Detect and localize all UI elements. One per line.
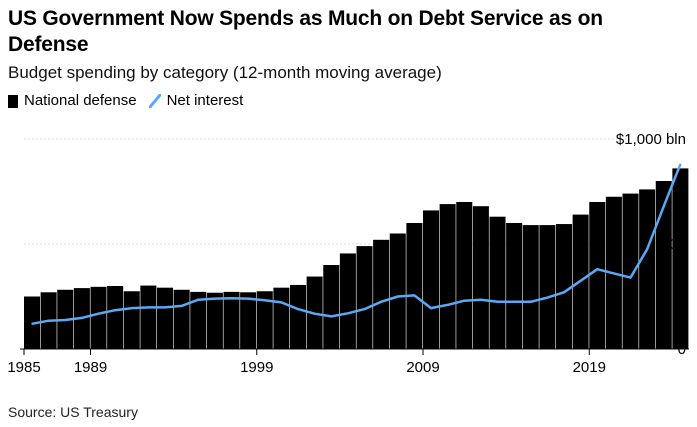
defense-bar [173, 289, 190, 349]
legend-label-net-interest: Net interest [166, 92, 244, 109]
net-interest-point [396, 295, 399, 298]
y-tick-label: $1,000 bln [616, 131, 686, 148]
defense-bar [655, 181, 672, 349]
net-interest-point [596, 268, 599, 270]
net-interest-point [263, 299, 266, 302]
defense-bar [290, 284, 307, 349]
net-interest-point [330, 315, 333, 318]
defense-bar [223, 291, 240, 349]
defense-bar [206, 292, 223, 349]
defense-bar [389, 233, 406, 349]
net-interest-point [114, 309, 116, 311]
net-interest-point [164, 306, 166, 309]
chart-title: US Government Now Spends as Much on Debt… [8, 7, 603, 56]
net-interest-point [629, 276, 632, 279]
net-interest-point [180, 305, 183, 307]
net-interest-point [613, 272, 615, 275]
defense-bar [539, 225, 556, 349]
legend-bar-swatch [8, 94, 18, 108]
defense-bar [273, 287, 290, 349]
legend-label-national-defense: National defense [24, 92, 137, 109]
defense-bar [423, 210, 440, 349]
net-interest-point [563, 291, 565, 294]
defense-bar [622, 193, 639, 349]
net-interest-point [529, 300, 532, 303]
defense-bar [107, 286, 124, 349]
defense-bar [506, 223, 523, 349]
net-interest-line [31, 163, 682, 326]
net-interest-point [546, 296, 549, 299]
defense-bar [639, 189, 656, 349]
x-tick-label: 1989 [74, 359, 107, 376]
net-interest-point [463, 299, 466, 302]
net-interest-point [31, 323, 33, 325]
defense-bar [456, 202, 473, 349]
net-interest-point [480, 298, 482, 301]
net-interest-point [347, 312, 349, 315]
net-interest-point [214, 297, 216, 300]
defense-bar [339, 253, 356, 349]
net-interest-point [147, 306, 150, 309]
defense-bar [140, 285, 157, 349]
net-interest-point [230, 297, 233, 299]
x-tick-label: 2019 [573, 359, 606, 376]
net-interest-point [97, 312, 100, 315]
net-interest-point [247, 297, 249, 300]
defense-bar [240, 292, 257, 349]
defense-bar [522, 225, 539, 349]
net-interest-point [380, 300, 382, 303]
defense-bar [356, 246, 373, 349]
net-interest-point [47, 319, 50, 322]
net-interest-point [446, 304, 449, 306]
defense-bar [323, 265, 340, 349]
defense-bar [472, 206, 489, 349]
defense-bar [256, 291, 273, 349]
legend-item-national-defense: National defense [8, 91, 137, 111]
legend-item-net-interest: Net interest [148, 91, 244, 111]
net-interest-point [64, 319, 67, 321]
defense-bar [190, 291, 207, 349]
net-interest-point [297, 308, 299, 310]
legend-line-swatch [148, 94, 161, 108]
defense-bar [489, 216, 506, 349]
net-interest-point [197, 298, 200, 301]
net-interest-point [81, 317, 83, 319]
net-interest-point [363, 308, 366, 310]
defense-bar [123, 291, 140, 349]
defense-bar [373, 239, 390, 349]
defense-bar [672, 168, 689, 349]
x-tick-label: 1999 [240, 359, 273, 376]
net-interest-point [130, 307, 133, 309]
defense-bar [406, 223, 423, 349]
net-interest-point [496, 300, 499, 303]
defense-bar [589, 202, 606, 349]
source-note: Source: US Treasury [8, 404, 138, 420]
legend: National defense Net interest [8, 91, 255, 111]
chart-subtitle: Budget spending by category (12-month mo… [8, 63, 442, 82]
defense-bar [90, 286, 107, 349]
net-interest-point [646, 248, 648, 251]
net-interest-point [430, 307, 432, 309]
defense-bar [157, 287, 174, 349]
net-interest-point [662, 205, 665, 207]
net-interest-point [280, 301, 283, 304]
x-tick-label: 1985 [7, 359, 40, 376]
net-interest-point [313, 312, 316, 315]
x-tick-label: 2009 [406, 359, 439, 376]
net-interest-point [413, 294, 416, 297]
defense-bar [439, 204, 456, 349]
net-interest-point [679, 163, 682, 165]
net-interest-point [579, 279, 582, 282]
defense-bar [556, 224, 573, 349]
net-interest-point [513, 300, 515, 303]
